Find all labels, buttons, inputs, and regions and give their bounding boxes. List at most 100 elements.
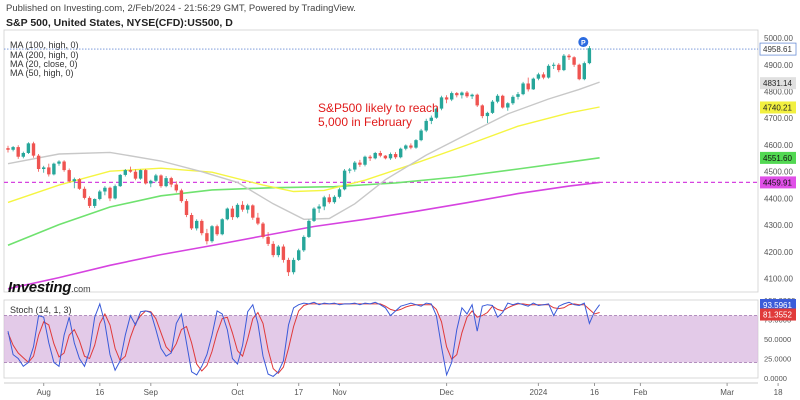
ma50-line	[7, 106, 600, 204]
candle	[348, 167, 352, 174]
candle-body	[562, 55, 566, 71]
candle-body	[67, 170, 71, 182]
stoch-value-label: 93.5961	[760, 298, 796, 311]
candle	[281, 244, 286, 263]
candle-body	[388, 154, 393, 159]
candle-body	[429, 117, 433, 121]
candle	[31, 141, 36, 158]
candle-body	[552, 64, 556, 66]
candle-body	[541, 74, 546, 78]
candle	[184, 198, 189, 218]
candle-body	[16, 147, 20, 157]
candle	[414, 139, 418, 149]
candle-body	[572, 57, 576, 65]
candle	[302, 235, 306, 252]
candle	[546, 64, 551, 79]
price-label-box	[760, 176, 796, 189]
candle-body	[210, 226, 214, 242]
candle-body	[567, 55, 571, 58]
candle	[490, 100, 495, 114]
time-tick-label: Nov	[332, 388, 346, 397]
candle-body	[21, 152, 25, 157]
price-label-box	[760, 151, 796, 164]
candle	[562, 54, 566, 72]
price-label-text: 4459.91	[763, 178, 792, 187]
candle	[419, 128, 423, 142]
candle-body	[444, 97, 449, 100]
candle-body	[363, 156, 367, 165]
candle-body	[404, 145, 408, 149]
stoch-value-box	[760, 298, 796, 311]
price-tick-label: 5000.00	[764, 34, 793, 43]
ma-label-100: MA (100, high, 0)	[10, 40, 79, 50]
candle-body	[281, 246, 286, 260]
candle-body	[266, 236, 270, 244]
candle	[133, 169, 138, 181]
candle	[256, 212, 260, 226]
candle	[291, 257, 296, 275]
price-tick-label: 4600.00	[764, 141, 793, 150]
candle-body	[373, 152, 377, 159]
candle-body	[587, 48, 592, 64]
candle	[103, 186, 107, 196]
stoch-band	[4, 315, 758, 363]
candle-body	[450, 93, 454, 100]
candle-body	[26, 143, 31, 153]
candle	[154, 173, 158, 183]
candle	[215, 224, 219, 236]
candle	[26, 142, 31, 155]
candle-body	[118, 174, 122, 187]
candle-body	[337, 189, 342, 197]
candle-body	[123, 170, 127, 175]
candle	[460, 91, 464, 99]
candle-body	[327, 197, 331, 203]
candle-body	[128, 170, 133, 172]
candle-body	[195, 220, 199, 229]
candle-body	[52, 163, 56, 175]
candle	[113, 184, 117, 200]
candle	[572, 56, 576, 67]
ma100-line	[7, 157, 600, 246]
candle	[87, 196, 92, 209]
price-tick-label: 4700.00	[764, 114, 793, 123]
candle-body	[87, 197, 92, 206]
ma20-line	[7, 81, 600, 221]
candle-body	[495, 95, 500, 102]
price-tick-label: 4400.00	[764, 194, 793, 203]
time-tick-label: Oct	[231, 388, 244, 397]
time-tick-label: 17	[294, 388, 303, 397]
candle	[557, 63, 561, 73]
candle	[266, 232, 270, 247]
candle	[210, 225, 214, 243]
candle-body	[439, 97, 444, 109]
stoch-tick-label: 25.0000	[764, 355, 791, 364]
candle	[159, 174, 163, 188]
price-label: 4740.21	[760, 101, 796, 114]
price-label-box	[760, 101, 796, 114]
candle-body	[358, 162, 362, 165]
candle-body	[149, 180, 153, 184]
candle-body	[455, 93, 459, 96]
candle-body	[113, 186, 117, 199]
candle-body	[215, 226, 219, 235]
candle	[495, 94, 500, 104]
candle-body	[531, 78, 535, 90]
time-tick-label: 18	[774, 388, 783, 397]
candle-body	[312, 208, 316, 221]
published-line: Published on Investing.com, 2/Feb/2024 -…	[6, 3, 356, 14]
candle-body	[11, 147, 15, 150]
candle-body	[322, 197, 326, 207]
candle	[200, 219, 204, 236]
candle	[506, 102, 510, 111]
logo-word: Investing	[8, 279, 72, 296]
chart-annotation: S&P500 likely to reach 5,000 in February	[318, 101, 439, 129]
candle	[577, 63, 581, 81]
candle	[93, 198, 97, 209]
candle-body	[57, 161, 61, 164]
candle-body	[62, 161, 66, 171]
candle	[276, 244, 280, 258]
candle	[230, 205, 235, 220]
candle-body	[348, 169, 352, 171]
price-label: 4958.61	[759, 42, 797, 56]
